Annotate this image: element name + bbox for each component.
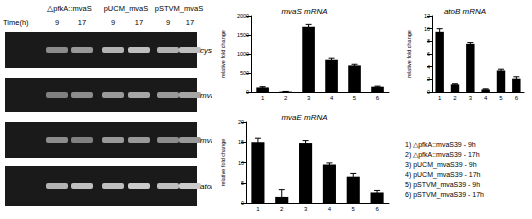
svg-text:6: 6 [427, 51, 430, 57]
svg-text:2: 2 [284, 95, 288, 101]
svg-text:6: 6 [375, 206, 379, 212]
svg-text:3: 3 [304, 206, 308, 212]
svg-text:relative fold change: relative fold change [406, 30, 412, 78]
svg-text:mvaS mRNA: mvaS mRNA [281, 7, 327, 16]
svg-text:9: 9 [166, 18, 170, 27]
svg-text:relative fold change: relative fold change [220, 139, 226, 187]
svg-text:12: 12 [424, 13, 430, 19]
svg-text:2: 2 [280, 206, 284, 212]
svg-text:4: 4 [427, 64, 430, 70]
svg-text:5: 5 [352, 206, 356, 212]
svg-text:2: 2 [427, 76, 430, 82]
svg-text:2: 2 [453, 95, 457, 101]
svg-text:17: 17 [186, 18, 194, 27]
html-text:1) △pfkA::mvaS39 - 9h: 1) △pfkA::mvaS39 - 9h [405, 141, 476, 148]
svg-text:cysG: cysG [200, 46, 212, 55]
svg-text:9: 9 [55, 18, 59, 27]
svg-text:Time(h): Time(h) [3, 18, 29, 27]
svg-text:atoB mRNA: atoB mRNA [444, 7, 486, 16]
html-text:4) pUCM_mvaS39 - 17h: 4) pUCM_mvaS39 - 17h [405, 171, 481, 178]
html-text:3) pUCM_mvaS39 - 9h: 3) pUCM_mvaS39 - 9h [405, 161, 477, 168]
html-text:6) pSTVM_mvaS39 - 17h: 6) pSTVM_mvaS39 - 17h [405, 191, 484, 198]
svg-text:10: 10 [424, 26, 430, 32]
svg-text:5: 5 [241, 180, 244, 186]
svg-text:1: 1 [261, 95, 265, 101]
html-text:5) pSTVM_mvaS39 - 9h: 5) pSTVM_mvaS39 - 9h [405, 181, 481, 188]
svg-text:17: 17 [135, 18, 143, 27]
svg-text:4: 4 [330, 95, 334, 101]
svg-text:20: 20 [238, 119, 244, 125]
svg-text:0: 0 [427, 89, 430, 95]
svg-text:relative fold change: relative fold change [220, 30, 226, 78]
svg-text:5: 5 [353, 95, 357, 101]
svg-text:1: 1 [438, 95, 442, 101]
svg-text:pSTVM_mvaS: pSTVM_mvaS [155, 4, 203, 13]
svg-text:0: 0 [241, 200, 244, 206]
svg-text:15: 15 [238, 139, 244, 145]
svg-text:△pfkA::mvaS: △pfkA::mvaS [47, 4, 91, 13]
svg-text:mvaS: mvaS [200, 91, 212, 100]
svg-text:9: 9 [111, 18, 115, 27]
svg-text:8: 8 [427, 38, 430, 44]
svg-text:0: 0 [246, 89, 249, 95]
svg-text:pUCM_mvaS: pUCM_mvaS [104, 4, 149, 13]
svg-text:1: 1 [256, 206, 260, 212]
svg-text:3: 3 [307, 95, 311, 101]
svg-text:4: 4 [484, 95, 488, 101]
svg-text:mvaE: mvaE [200, 136, 212, 145]
svg-text:3: 3 [469, 95, 473, 101]
svg-text:2000: 2000 [237, 13, 249, 19]
svg-text:6: 6 [515, 95, 519, 101]
svg-text:6: 6 [376, 95, 380, 101]
svg-text:10: 10 [238, 160, 244, 166]
svg-text:5: 5 [499, 95, 503, 101]
svg-text:4: 4 [328, 206, 332, 212]
svg-text:17: 17 [78, 18, 86, 27]
svg-text:mvaE mRNA: mvaE mRNA [281, 113, 327, 122]
svg-text:atoB: atoB [200, 182, 212, 191]
svg-text:1500: 1500 [237, 32, 249, 38]
svg-text:500: 500 [240, 70, 249, 76]
html-text:2) △pfkA::mvaS39 - 17h: 2) △pfkA::mvaS39 - 17h [405, 151, 480, 158]
svg-text:1000: 1000 [237, 51, 249, 57]
